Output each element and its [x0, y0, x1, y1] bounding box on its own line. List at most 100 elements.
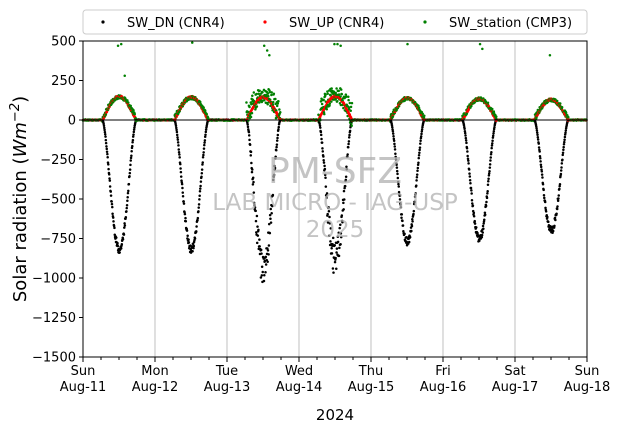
- sw-dn-point: [394, 155, 397, 159]
- sw-station-point: [258, 101, 261, 104]
- sw-dn-point: [198, 198, 201, 201]
- sw-dn-point: [187, 241, 191, 244]
- sw-dn-point: [488, 166, 492, 169]
- sw-dn-point: [336, 240, 340, 244]
- sw-dn-point: [322, 159, 325, 162]
- sw-dn-point: [345, 165, 348, 169]
- sw-station-point: [274, 97, 277, 101]
- sw-dn-point: [391, 132, 395, 135]
- sw-dn-point: [539, 160, 542, 163]
- sw-dn-point: [487, 180, 490, 183]
- sw-dn-point: [398, 198, 402, 201]
- sw-dn-point: [273, 164, 276, 168]
- sw-dn-point: [397, 185, 400, 188]
- sw-dn-point: [202, 147, 206, 150]
- sw-dn-point: [469, 186, 473, 190]
- legend-frame: [82, 9, 588, 35]
- sw-dn-point: [410, 224, 414, 228]
- sw-dn-point: [417, 161, 420, 164]
- sw-dn-point: [416, 166, 420, 170]
- sw-dn-point: [332, 271, 335, 274]
- sw-dn-point: [185, 229, 189, 232]
- sw-dn-point: [126, 196, 129, 199]
- y-tick-label: −1250: [32, 311, 76, 326]
- sw-dn-point: [464, 139, 468, 142]
- watermark-line-2: LAB MICRO - IAG-USP: [212, 190, 458, 216]
- sw-dn-point: [201, 156, 205, 159]
- sw-dn-point: [267, 244, 271, 247]
- sw-dn-point: [490, 146, 493, 150]
- sw-dn-point: [403, 232, 406, 236]
- sw-dn-point: [347, 136, 351, 139]
- sw-dn-point: [128, 175, 131, 178]
- y-axis-title-text: Solar radiation (: [10, 157, 31, 302]
- sw-dn-point: [557, 197, 560, 200]
- sw-dn-point: [558, 183, 562, 186]
- sw-dn-point: [118, 251, 121, 254]
- sw-dn-point: [125, 204, 129, 207]
- sw-dn-point: [342, 189, 346, 193]
- sw-dn-point: [323, 167, 327, 171]
- sw-dn-point: [318, 124, 322, 127]
- sw-station-point: [335, 87, 338, 90]
- sw-dn-point: [251, 176, 255, 179]
- sw-station-point: [324, 93, 327, 96]
- x-tick-day: Mon: [141, 364, 168, 379]
- sw-dn-point: [483, 213, 487, 217]
- sw-dn-point: [553, 224, 556, 228]
- sw-dn-point: [123, 224, 127, 227]
- sw-dn-point: [395, 166, 399, 169]
- sw-dn-point: [562, 148, 565, 151]
- sw-dn-point: [271, 204, 274, 208]
- sw-station-point: [267, 94, 270, 98]
- sw-dn-point: [467, 159, 470, 162]
- sw-dn-point: [342, 208, 345, 211]
- sw-dn-point: [342, 201, 345, 205]
- sw-dn-point: [181, 195, 185, 198]
- sw-dn-point: [246, 125, 250, 129]
- sw-dn-point: [420, 132, 423, 136]
- sw-dn-point: [111, 216, 115, 219]
- sw-dn-point: [407, 240, 411, 244]
- sw-dn-point: [415, 184, 418, 187]
- sw-dn-point: [480, 233, 484, 237]
- sw-dn-point: [325, 196, 328, 199]
- sw-dn-point: [131, 144, 134, 148]
- sw-dn-point: [276, 136, 279, 140]
- sw-dn-point: [177, 144, 180, 147]
- sw-dn-point: [262, 279, 266, 283]
- sw-dn-point: [251, 183, 255, 186]
- sw-station-point: [279, 110, 282, 114]
- legend-label-sw-dn: SW_DN (CNR4): [127, 16, 225, 31]
- sw-dn-point: [418, 151, 421, 154]
- sw-dn-point: [396, 172, 399, 176]
- sw-dn-point: [344, 175, 348, 178]
- sw-dn-point: [399, 205, 403, 209]
- sw-dn-point: [129, 159, 132, 162]
- sw-dn-point: [491, 142, 494, 145]
- x-tick-date: Aug-13: [204, 380, 251, 395]
- sw-dn-point: [129, 156, 133, 160]
- sw-dn-point: [472, 214, 476, 218]
- sw-station-point: [347, 107, 351, 111]
- sw-station-point: [491, 107, 494, 111]
- sw-dn-point: [340, 214, 344, 217]
- x-tick-day: Fri: [435, 364, 451, 379]
- sw-station-point: [346, 114, 349, 118]
- sw-dn-point: [275, 139, 279, 142]
- sw-dn-point: [492, 130, 496, 133]
- data-points: [81, 41, 588, 284]
- sw-dn-point: [471, 202, 474, 205]
- sw-dn-point: [463, 130, 467, 133]
- sw-dn-point: [333, 243, 336, 247]
- sw-dn-point: [264, 271, 267, 274]
- sw-dn-point: [417, 153, 421, 157]
- sw-dn-point: [192, 244, 196, 248]
- sw-dn-point: [181, 191, 184, 194]
- sw-station-point: [330, 87, 333, 90]
- sw-station-point: [320, 102, 324, 106]
- sw-dn-point: [179, 167, 182, 170]
- sw-dn-point: [183, 210, 186, 214]
- sw-station-point: [270, 91, 273, 94]
- sw-dn-point: [318, 122, 321, 126]
